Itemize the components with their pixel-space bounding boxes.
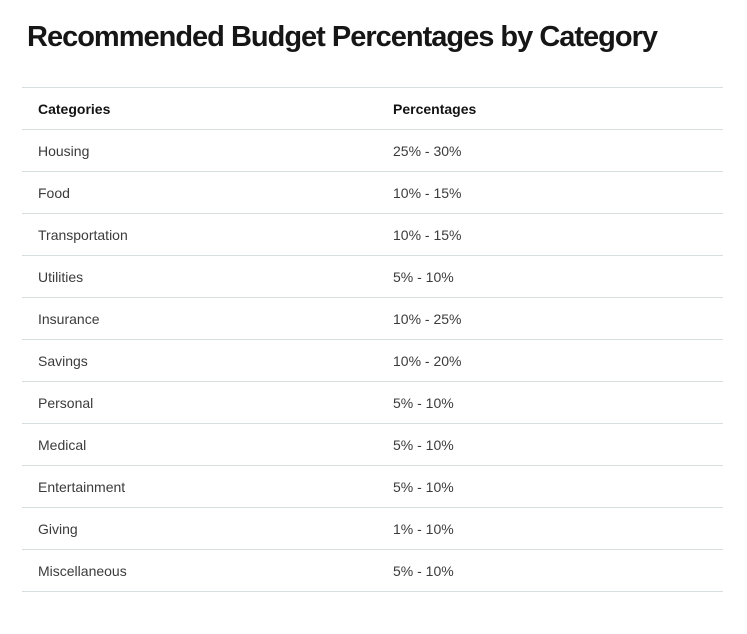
percentage-cell: 5% - 10%: [377, 423, 723, 467]
page-title: Recommended Budget Percentages by Catego…: [27, 21, 658, 53]
percentage-cell: 5% - 10%: [377, 255, 723, 299]
table-row: Miscellaneous 5% - 10%: [22, 549, 723, 593]
budget-table: Categories Percentages Housing 25% - 30% F…: [22, 87, 723, 593]
table-row: Food 10% - 15%: [22, 171, 723, 215]
category-cell: Utilities: [22, 255, 377, 299]
table-row: Insurance 10% - 25%: [22, 297, 723, 341]
category-cell: Housing: [22, 129, 377, 173]
category-cell: Miscellaneous: [22, 549, 377, 593]
category-cell: Food: [22, 171, 377, 215]
category-cell: Personal: [22, 381, 377, 425]
column-header-percentages: Percentages: [377, 87, 723, 131]
table-body: Housing 25% - 30% Food 10% - 15% Transportat…: [22, 129, 723, 593]
percentage-cell: 10% - 15%: [377, 171, 723, 215]
table-row: Entertainment 5% - 10%: [22, 465, 723, 509]
table-row: Medical 5% - 10%: [22, 423, 723, 467]
percentage-cell: 10% - 20%: [377, 339, 723, 383]
percentage-cell: 5% - 10%: [377, 381, 723, 425]
percentage-cell: 1% - 10%: [377, 507, 723, 551]
category-cell: Giving: [22, 507, 377, 551]
percentage-cell: 25% - 30%: [377, 129, 723, 173]
category-cell: Entertainment: [22, 465, 377, 509]
percentage-cell: 10% - 15%: [377, 213, 723, 257]
page: Recommended Budget Percentages by Catego…: [0, 21, 747, 593]
percentage-cell: 10% - 25%: [377, 297, 723, 341]
table-row: Housing 25% - 30%: [22, 129, 723, 173]
column-header-categories: Categories: [22, 87, 377, 131]
percentage-cell: 5% - 10%: [377, 465, 723, 509]
table-row: Transportation 10% - 15%: [22, 213, 723, 257]
category-cell: Insurance: [22, 297, 377, 341]
table-row: Savings 10% - 20%: [22, 339, 723, 383]
category-cell: Transportation: [22, 213, 377, 257]
table-row: Utilities 5% - 10%: [22, 255, 723, 299]
percentage-cell: 5% - 10%: [377, 549, 723, 593]
table-row: Personal 5% - 10%: [22, 381, 723, 425]
category-cell: Medical: [22, 423, 377, 467]
table-header-row: Categories Percentages: [22, 87, 723, 131]
table-row: Giving 1% - 10%: [22, 507, 723, 551]
category-cell: Savings: [22, 339, 377, 383]
